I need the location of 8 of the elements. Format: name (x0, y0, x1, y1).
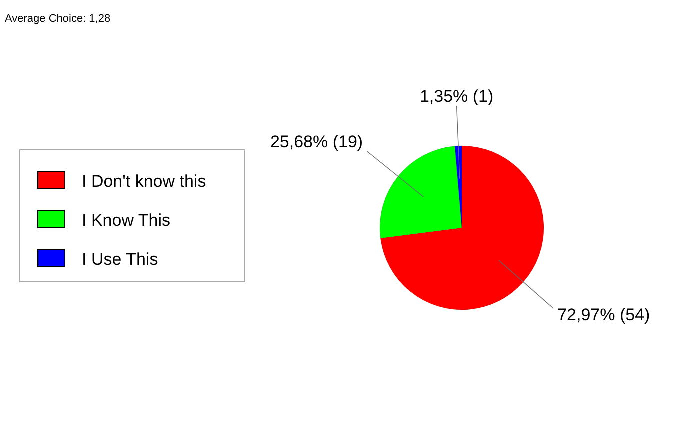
legend-label: I Know This (82, 211, 171, 230)
pie-slice (380, 146, 544, 310)
legend-label: I Use This (82, 250, 158, 269)
text: Average Choice: 1,28 (5, 13, 111, 25)
data-label: 1,35% (1) (420, 87, 494, 106)
data-label: 25,68% (19) (270, 132, 364, 152)
data-label: 72,97% (54) (558, 306, 650, 325)
legend-label: I Don't know this (82, 172, 206, 191)
